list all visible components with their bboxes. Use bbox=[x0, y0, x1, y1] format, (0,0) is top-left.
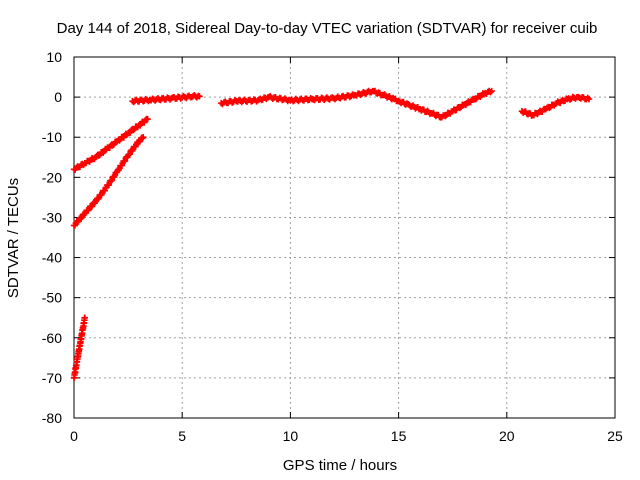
series-marker-run bbox=[82, 199, 98, 217]
series-marker-run bbox=[331, 91, 358, 103]
y-tick-label: -70 bbox=[42, 370, 62, 386]
series-marker-run bbox=[93, 145, 109, 160]
series-marker-run bbox=[136, 134, 146, 145]
y-tick-label: -10 bbox=[42, 129, 62, 145]
series-marker-run bbox=[126, 123, 141, 137]
series-arc-6 bbox=[518, 93, 593, 119]
series-marker-run bbox=[75, 340, 84, 356]
series-marker-run bbox=[79, 314, 88, 332]
series-marker-run bbox=[288, 95, 314, 105]
series-arc-1 bbox=[70, 115, 151, 173]
y-tick-label: -60 bbox=[42, 330, 62, 346]
y-tick-label: 10 bbox=[46, 49, 62, 65]
data-layer bbox=[70, 87, 593, 382]
y-axis-label: SDTVAR / TECUs bbox=[5, 178, 22, 298]
series-marker-run bbox=[114, 153, 131, 174]
x-tick-label: 0 bbox=[70, 428, 78, 444]
series-marker-run bbox=[392, 95, 401, 105]
series-marker-run bbox=[130, 95, 152, 106]
series-marker-run bbox=[407, 102, 423, 113]
series-marker-run bbox=[310, 94, 336, 104]
y-tick-label: -20 bbox=[42, 169, 62, 185]
series-marker-run bbox=[104, 138, 120, 152]
x-tick-label: 10 bbox=[283, 428, 299, 444]
x-tick-label: 15 bbox=[391, 428, 407, 444]
series-marker-run bbox=[266, 93, 293, 105]
x-axis-label: GPS time / hours bbox=[283, 457, 397, 474]
series-marker-run bbox=[73, 352, 82, 369]
series-marker-run bbox=[353, 87, 375, 99]
series-marker-run bbox=[115, 130, 131, 144]
series-arc-3 bbox=[70, 314, 89, 382]
y-tick-label: 0 bbox=[54, 89, 62, 105]
series-marker-run bbox=[576, 94, 591, 103]
series-marker-run bbox=[93, 184, 109, 203]
series-marker-run bbox=[429, 109, 444, 121]
series-marker-run bbox=[71, 211, 88, 229]
x-tick-label: 5 bbox=[178, 428, 186, 444]
series-marker-run bbox=[136, 115, 150, 129]
plot-frame bbox=[73, 56, 616, 419]
series-marker-run bbox=[104, 169, 120, 189]
y-tick-label: -40 bbox=[42, 250, 62, 266]
series-arc-5 bbox=[217, 87, 495, 121]
series-marker-run bbox=[530, 105, 548, 119]
series-marker-run bbox=[234, 96, 260, 106]
series-marker-run bbox=[82, 155, 98, 167]
series-marker-run bbox=[147, 94, 174, 104]
series-arc-4 bbox=[129, 92, 203, 106]
chart-title: Day 144 of 2018, Sidereal Day-to-day VTE… bbox=[57, 20, 598, 37]
x-tick-label: 25 bbox=[607, 428, 623, 444]
tick-layer: 0 5 10 15 20 25 -80 -70 -60 -50 -40 -30 -20 -10 0 10 bbox=[42, 49, 623, 444]
series-marker-run bbox=[396, 98, 412, 108]
series-marker-run bbox=[219, 97, 239, 108]
y-tick-label: -80 bbox=[42, 410, 62, 426]
series-marker-run bbox=[439, 108, 455, 120]
y-tick-label: -50 bbox=[42, 290, 62, 306]
series-marker-run bbox=[483, 87, 494, 97]
series-marker-run bbox=[543, 100, 559, 112]
series-marker-run bbox=[72, 160, 87, 173]
series-arc-2 bbox=[70, 134, 147, 229]
x-tick-label: 20 bbox=[499, 428, 515, 444]
grid-layer bbox=[74, 57, 615, 418]
y-tick-label: -30 bbox=[42, 209, 62, 225]
series-marker-run bbox=[169, 92, 195, 102]
series-marker-run bbox=[255, 94, 271, 104]
series-marker-run bbox=[191, 92, 202, 101]
